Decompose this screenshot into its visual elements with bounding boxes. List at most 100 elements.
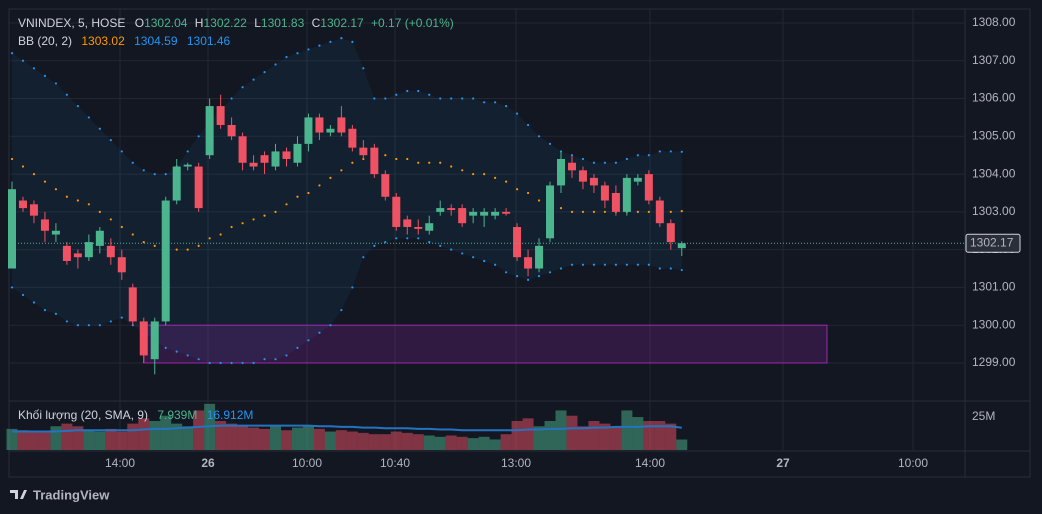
- y-tick-label: 1304.00: [972, 166, 1016, 180]
- volume-bar: [215, 420, 227, 450]
- bb-dot: [120, 316, 123, 319]
- bb-dot: [505, 104, 508, 108]
- bb-dot: [76, 324, 79, 327]
- bb-dot: [142, 169, 145, 172]
- volume-bar: [588, 420, 600, 450]
- volume-bar: [127, 423, 139, 450]
- bb-dot: [406, 157, 409, 161]
- candle-body: [370, 147, 379, 175]
- bb-dot: [87, 116, 90, 119]
- bb-dot: [395, 157, 398, 161]
- bb-dot: [109, 218, 112, 221]
- volume-bar: [149, 420, 161, 450]
- bb-dot: [658, 267, 661, 270]
- bb-dot: [274, 63, 277, 66]
- candle-body: [414, 226, 423, 229]
- volume-bar: [171, 423, 183, 450]
- candle-body: [469, 211, 478, 216]
- bb-dot: [186, 248, 189, 251]
- bb-dot: [98, 324, 101, 327]
- x-tick-label: 10:40: [380, 456, 410, 470]
- bb-dot: [680, 150, 683, 153]
- bb-dot: [483, 101, 486, 104]
- candle-body: [161, 200, 170, 322]
- bb-dot: [340, 169, 343, 172]
- bb-dot: [505, 180, 508, 183]
- bb-dot: [439, 244, 442, 247]
- bb-dot: [570, 154, 574, 157]
- bb-dot: [461, 252, 464, 255]
- y-tick-label: 1300.00: [972, 317, 1016, 331]
- bb-dot: [32, 172, 36, 176]
- candle-body: [513, 226, 522, 258]
- candle-body: [677, 243, 686, 249]
- bb-dot: [307, 48, 310, 51]
- marks: [6, 36, 965, 450]
- bb-dot: [263, 358, 266, 361]
- bb-dot: [548, 271, 552, 274]
- volume-bar: [478, 436, 490, 450]
- volume-bar: [522, 418, 534, 450]
- bb-dot: [559, 267, 563, 270]
- bb-dot: [669, 150, 672, 153]
- bb-dot: [307, 339, 310, 342]
- bb-dot: [515, 274, 519, 278]
- bb-dot: [329, 324, 332, 327]
- bb-dot: [263, 214, 266, 217]
- bb-dot: [505, 271, 508, 274]
- bb-value: 1304.59: [134, 34, 178, 48]
- bb-dot: [164, 346, 167, 349]
- bb-dot: [153, 244, 156, 247]
- bb-dot: [54, 312, 58, 315]
- bb-dot: [548, 142, 552, 145]
- bb-dot: [65, 93, 68, 96]
- bb-dot: [428, 161, 431, 164]
- bb-dot: [197, 358, 200, 361]
- candle-body: [589, 177, 598, 186]
- bb-dot: [21, 293, 25, 297]
- bb-dot: [384, 97, 387, 100]
- volume-bar: [412, 434, 424, 450]
- volume-bar: [226, 423, 238, 450]
- candle-body: [227, 124, 236, 137]
- bb-dot: [515, 188, 519, 191]
- bb-dot: [592, 210, 596, 213]
- candle-body: [249, 162, 258, 167]
- bb-dot: [175, 248, 178, 251]
- candle-body: [172, 166, 181, 201]
- bb-dot: [417, 161, 420, 164]
- bb-dot: [373, 97, 376, 100]
- bb-dot: [450, 97, 453, 100]
- bb-dot: [472, 172, 475, 176]
- bb-dot: [351, 161, 354, 164]
- bb-dot: [274, 210, 277, 213]
- y-tick-label: 1306.00: [972, 91, 1016, 105]
- volume-bar: [270, 426, 282, 450]
- volume-label: Khối lượng (20, SMA, 9): [18, 408, 148, 422]
- bb-dot: [351, 40, 354, 43]
- bb-dot: [636, 210, 639, 213]
- volume-bar: [61, 423, 73, 450]
- bb-dot: [526, 278, 530, 281]
- candle-body: [51, 230, 60, 235]
- bb-dot: [428, 240, 431, 244]
- logo-icon: [10, 490, 27, 499]
- candle-body: [524, 257, 533, 269]
- bb-dot: [307, 191, 310, 195]
- candle-body: [403, 219, 412, 227]
- symbol-legend: VNINDEX, 5, HOSE O1302.04 H1302.22 L1301…: [18, 16, 454, 30]
- volume-bar: [401, 432, 413, 450]
- candle-body: [216, 106, 225, 125]
- bb-dot: [373, 244, 376, 247]
- bb-dot: [526, 123, 530, 127]
- bb-dot: [296, 346, 299, 349]
- bb-dot: [680, 210, 683, 213]
- volume-bar: [50, 426, 62, 450]
- price-tag: [965, 233, 1021, 253]
- bb-dot: [87, 324, 90, 327]
- bb-dot: [318, 44, 321, 47]
- bb-dot: [230, 361, 233, 365]
- bb-dot: [537, 135, 541, 138]
- bb-dot: [603, 263, 607, 266]
